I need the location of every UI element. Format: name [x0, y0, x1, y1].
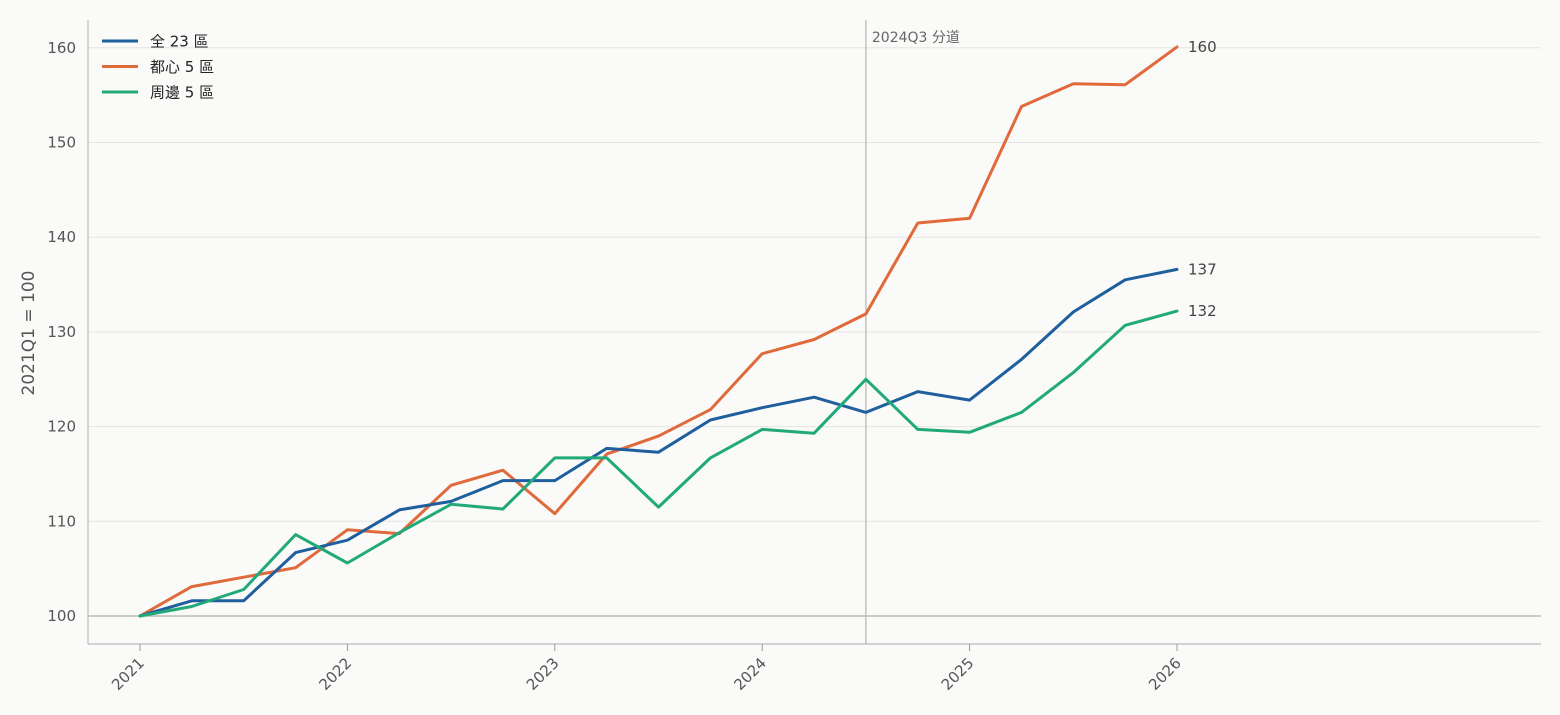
grid-lines [88, 47, 1541, 617]
series-line-1 [138, 45, 1179, 618]
y-tick-label: 160 [47, 39, 76, 57]
series-line-2 [138, 309, 1179, 618]
series-line-0 [138, 267, 1179, 618]
end-label-1: 160 [1188, 38, 1217, 56]
annotation-label: 2024Q3 分道 [872, 30, 960, 46]
x-tick-label: 2024 [730, 654, 770, 694]
end-labels: 137 160 132 [1188, 38, 1217, 320]
end-label-2: 132 [1188, 302, 1217, 320]
end-label-0: 137 [1188, 260, 1217, 278]
x-tick-label: 2026 [1145, 654, 1185, 694]
legend-label: 都心 5 區 [150, 58, 214, 76]
y-tick-label: 120 [47, 418, 76, 436]
x-tick-label: 2025 [938, 654, 978, 694]
y-tick-label: 140 [47, 228, 76, 246]
x-tick-label: 2022 [315, 654, 355, 694]
legend-label: 周邊 5 區 [150, 84, 214, 102]
y-tick-label: 150 [47, 134, 76, 152]
y-tick-label: 130 [47, 323, 76, 341]
x-tick-label: 2021 [108, 654, 148, 694]
legend-label: 全 23 區 [150, 33, 209, 51]
y-tick-label: 110 [47, 512, 76, 530]
y-tick-label: 100 [47, 607, 76, 625]
x-tick-label: 2023 [523, 654, 563, 694]
annotation: 2024Q3 分道 [865, 20, 960, 644]
legend: 全 23 區都心 5 區周邊 5 區 [102, 33, 214, 102]
axes [87, 20, 1541, 651]
y-axis-title: 2021Q1 = 100 [19, 271, 39, 396]
series-lines [138, 45, 1179, 618]
